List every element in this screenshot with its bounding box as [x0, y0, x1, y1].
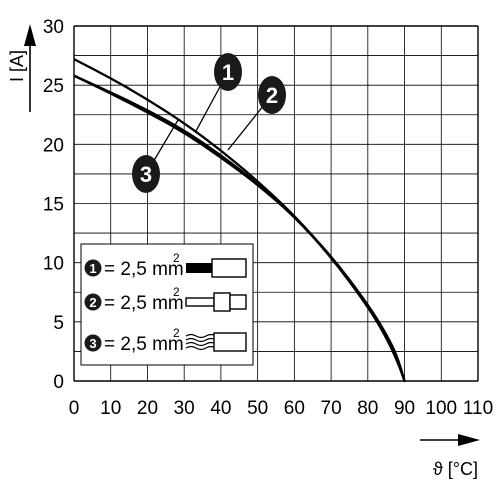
- y-tick-label: 10: [43, 254, 64, 275]
- callout-badge: [132, 155, 160, 193]
- callout-badge: [214, 53, 242, 91]
- flexible-conductor-icon: [185, 332, 247, 352]
- callout-number: 3: [140, 162, 152, 187]
- x-tick-label: 40: [210, 398, 231, 419]
- x-tick-label: 100: [425, 398, 457, 419]
- legend-marker-1-text: 1: [89, 261, 96, 276]
- legend-label-2: = 2,5 mm: [104, 293, 184, 314]
- y-tick-label: 25: [43, 76, 64, 97]
- y-tick-label: 15: [43, 195, 64, 216]
- y-tick-label: 20: [43, 135, 64, 156]
- x-tick-label: 10: [100, 398, 121, 419]
- legend-label-1: = 2,5 mm: [104, 259, 184, 280]
- solid-conductor-icon: [186, 258, 247, 278]
- callout-1: 1: [195, 53, 242, 132]
- legend-marker-1: [84, 259, 102, 277]
- legend-sup-2: 2: [173, 285, 180, 299]
- callout-number: 1: [222, 60, 234, 85]
- legend-sup-3: 2: [173, 326, 180, 340]
- y-tick-label: 5: [53, 313, 64, 334]
- x-tick-label: 110: [463, 398, 493, 419]
- grid: [73, 25, 479, 382]
- x-tick-label: 80: [357, 398, 378, 419]
- callout-number: 2: [266, 83, 278, 108]
- x-axis-title: ϑ [°C]: [420, 434, 480, 479]
- curve-series-3: [73, 74, 406, 383]
- legend-marker-2-text: 2: [89, 295, 96, 310]
- stranded-ferrule-icon: [185, 292, 247, 312]
- callout-badge: [258, 76, 286, 114]
- x-tick-label: 70: [321, 398, 342, 419]
- curves: [73, 58, 406, 383]
- y-axis-arrow-head: [24, 24, 36, 46]
- x-tick-labels: 0 10 20 30 40 50 60 70 80 90 100 110: [69, 398, 493, 419]
- legend-marker-3-text: 3: [89, 336, 96, 351]
- x-tick-label: 60: [284, 398, 305, 419]
- x-axis-arrow-head: [458, 434, 480, 446]
- y-axis-label: I [A]: [7, 50, 27, 82]
- y-tick-labels: 0 5 10 15 20 25 30: [43, 17, 64, 393]
- callout-2: 2: [227, 76, 286, 151]
- y-tick-label: 30: [43, 17, 64, 38]
- legend-sup-1: 2: [173, 251, 180, 265]
- x-tick-label: 20: [137, 398, 158, 419]
- legend-marker-2: [84, 293, 102, 311]
- curve-markers: 1 2 3: [132, 53, 286, 193]
- x-axis-label: ϑ [°C]: [433, 459, 478, 479]
- x-tick-label: 0: [69, 398, 80, 419]
- legend-item-2: 2 = 2,5 mm 2: [84, 285, 247, 314]
- x-tick-label: 50: [247, 398, 268, 419]
- x-tick-label: 90: [394, 398, 415, 419]
- legend: 1 = 2,5 mm 2 2 = 2,5 mm 2 3 = 2,5 mm: [80, 243, 254, 366]
- y-axis-title: I [A]: [7, 24, 36, 112]
- legend-marker-3: [84, 334, 102, 352]
- x-tick-label: 30: [174, 398, 195, 419]
- callout-3: 3: [132, 119, 179, 193]
- legend-item-3: 3 = 2,5 mm 2: [84, 326, 247, 355]
- legend-item-1: 1 = 2,5 mm 2: [84, 251, 247, 280]
- legend-label-3: = 2,5 mm: [104, 334, 184, 355]
- y-tick-label: 0: [53, 372, 64, 393]
